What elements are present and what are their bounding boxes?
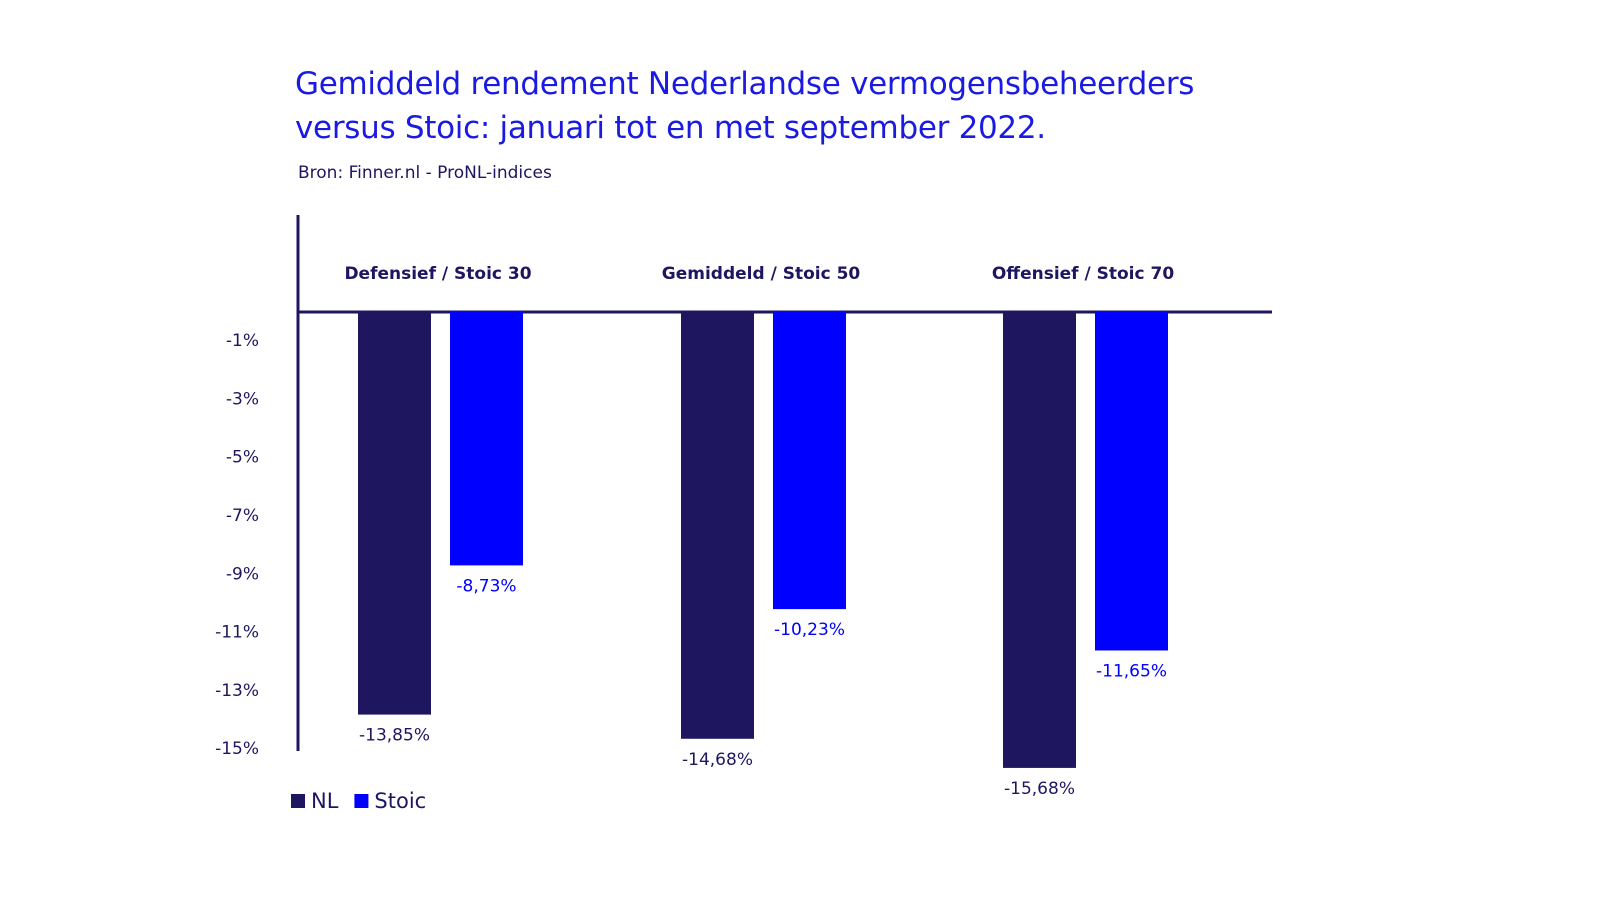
chart-title: Gemiddeld rendement Nederlandse vermogen… <box>295 62 1194 150</box>
legend-label-stoic: Stoic <box>374 789 426 813</box>
data-label: -14,68% <box>682 750 753 770</box>
data-label: -15,68% <box>1004 779 1075 799</box>
bar-nl <box>1003 312 1076 768</box>
legend-label-nl: NL <box>311 789 339 813</box>
data-label: -11,65% <box>1096 661 1167 681</box>
y-tick-label: -13% <box>215 681 259 701</box>
data-label: -13,85% <box>359 726 430 746</box>
category-label: Gemiddeld / Stoic 50 <box>662 264 861 284</box>
bar-stoic <box>1095 312 1168 651</box>
bar-nl <box>358 312 431 715</box>
legend-swatch-nl <box>291 794 305 808</box>
bar-stoic <box>450 312 523 566</box>
chart-title-line-2: versus Stoic: januari tot en met septemb… <box>295 110 1046 146</box>
data-label: -10,23% <box>774 620 845 640</box>
y-tick-label: -3% <box>226 389 259 409</box>
legend-swatch-stoic <box>354 794 369 808</box>
bar-nl <box>681 312 754 739</box>
chart-subtitle: Bron: Finner.nl - ProNL-indices <box>298 163 552 183</box>
data-label: -8,73% <box>456 576 516 596</box>
y-tick-label: -7% <box>226 506 259 526</box>
category-label: Defensief / Stoic 30 <box>344 264 531 284</box>
y-tick-label: -1% <box>226 331 259 351</box>
y-tick-label: -15% <box>215 739 259 759</box>
bar-stoic <box>773 312 846 610</box>
category-label: Offensief / Stoic 70 <box>992 264 1174 284</box>
y-tick-label: -9% <box>226 564 259 584</box>
y-tick-label: -5% <box>226 448 259 468</box>
chart-title-line-1: Gemiddeld rendement Nederlandse vermogen… <box>295 66 1195 102</box>
y-tick-label: -11% <box>215 623 259 643</box>
